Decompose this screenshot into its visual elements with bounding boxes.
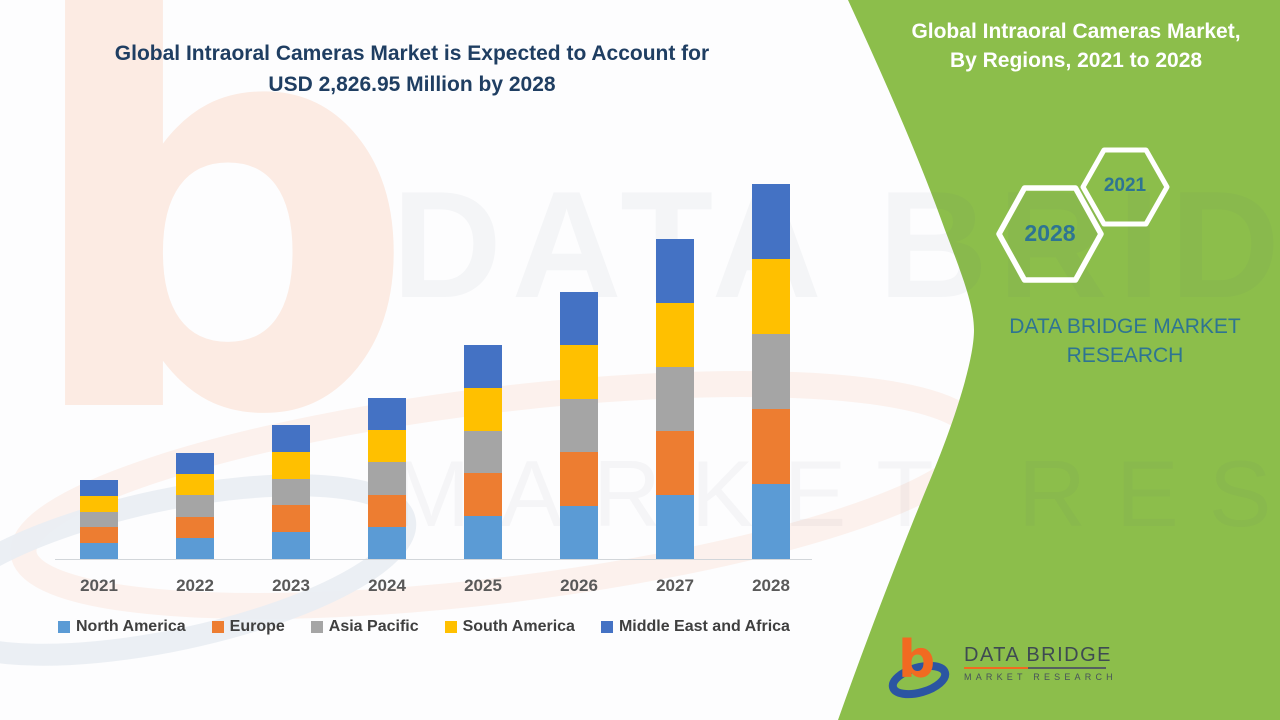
bar-segment-2022-asia-pacific: [176, 495, 214, 517]
legend-item-south-america: South America: [444, 618, 575, 636]
legend-swatch-icon: [211, 621, 224, 633]
bar-segment-2026-europe: [560, 452, 598, 506]
bar-segment-2026-middle-east-and-africa: [560, 292, 598, 346]
bar-segment-2028-europe: [752, 409, 790, 484]
stacked-bar-2028: [752, 184, 790, 559]
bar-segment-2023-europe: [272, 505, 310, 533]
chart-title-line2: USD 2,826.95 Million by 2028: [268, 73, 556, 96]
logo-text-block: DATA BRIDGE MARKET RESEARCH: [964, 645, 1114, 682]
legend-swatch-icon: [58, 621, 70, 633]
bar-segment-2021-north-america: [80, 543, 118, 559]
hexagon-2028: [996, 185, 1104, 283]
data-bridge-logo: b DATA BRIDGE MARKET RESEARCH: [888, 630, 1114, 702]
bar-segment-2021-asia-pacific: [80, 511, 118, 528]
bar-segment-2028-north-america: [752, 484, 790, 559]
hexagon-2021: [1080, 147, 1170, 227]
x-axis-label-2024: 2024: [368, 576, 406, 595]
x-axis-label-2027: 2027: [656, 576, 694, 595]
x-axis-label-2025: 2025: [464, 576, 502, 595]
logo-orange-b: b: [898, 630, 935, 690]
legend-label: Middle East and Africa: [618, 618, 790, 635]
x-axis-line: [55, 559, 812, 560]
bar-segment-2027-europe: [656, 431, 694, 495]
legend-item-middle-east-and-africa: Middle East and Africa: [600, 618, 790, 636]
bar-segment-2028-south-america: [752, 259, 790, 334]
bar-segment-2024-north-america: [368, 526, 406, 559]
panel-heading-line1: Global Intraoral Cameras Market,: [911, 20, 1241, 43]
chart-title: Global Intraoral Cameras Market is Expec…: [62, 38, 762, 100]
bar-segment-2022-europe: [176, 516, 214, 538]
bar-segment-2023-south-america: [272, 451, 310, 479]
legend-label: Europe: [229, 618, 285, 635]
bar-segment-2022-north-america: [176, 537, 214, 559]
legend-label: Asia Pacific: [328, 618, 419, 635]
bar-segment-2026-south-america: [560, 345, 598, 399]
hexagon-2028-label: 2028: [1024, 220, 1076, 246]
chart-legend: North America Europe Asia Pacific South Ame…: [58, 618, 790, 636]
bar-segment-2025-north-america: [464, 516, 502, 559]
bar-segment-2027-asia-pacific: [656, 367, 694, 431]
legend-label: North America: [76, 618, 186, 635]
legend-item-europe: Europe: [211, 618, 285, 636]
brand-tagline-line1: DATA BRIDGE MARKET: [1009, 315, 1241, 338]
bar-segment-2024-europe: [368, 494, 406, 527]
brand-tagline-line2: RESEARCH: [1066, 344, 1184, 367]
bar-segment-2024-asia-pacific: [368, 462, 406, 495]
hexagon-2021-label: 2021: [1103, 175, 1147, 196]
data-bridge-logo-mark: b: [888, 630, 950, 699]
bar-segment-2023-north-america: [272, 532, 310, 559]
bar-segment-2022-middle-east-and-africa: [176, 453, 214, 475]
hexagon-badges: [996, 147, 1170, 283]
stacked-bar-2026: [560, 292, 598, 559]
bar-segment-2025-south-america: [464, 387, 502, 431]
stacked-bar-2022: [176, 453, 214, 559]
green-panel-shape: [838, 0, 1280, 720]
stacked-bar-2024: [368, 398, 406, 559]
bar-segment-2022-south-america: [176, 474, 214, 496]
bar-segment-2027-south-america: [656, 303, 694, 367]
bar-segment-2025-asia-pacific: [464, 430, 502, 474]
panel-heading-line2: By Regions, 2021 to 2028: [949, 49, 1203, 72]
legend-item-north-america: North America: [58, 618, 186, 636]
x-axis-label-2023: 2023: [272, 576, 310, 595]
x-axis-label-2026: 2026: [560, 576, 598, 595]
stacked-bar-2027: [656, 239, 694, 559]
stacked-bar-2023: [272, 425, 310, 559]
bar-segment-2027-north-america: [656, 495, 694, 559]
stacked-bar-2021: [80, 480, 118, 559]
bar-segment-2026-north-america: [560, 505, 598, 559]
bar-segment-2023-middle-east-and-africa: [272, 425, 310, 452]
bar-segment-2023-asia-pacific: [272, 478, 310, 506]
legend-swatch-icon: [600, 621, 613, 633]
brand-tagline: DATA BRIDGE MARKET RESEARCH: [965, 312, 1280, 370]
x-axis-label-2028: 2028: [752, 576, 790, 595]
legend-item-asia-pacific: Asia Pacific: [310, 618, 419, 636]
bar-segment-2028-middle-east-and-africa: [752, 184, 790, 259]
x-axis-label-2022: 2022: [176, 576, 214, 595]
bar-segment-2025-europe: [464, 473, 502, 517]
logo-blue-swoosh: [888, 661, 950, 699]
bar-segment-2024-middle-east-and-africa: [368, 398, 406, 431]
x-axis-label-2021: 2021: [80, 576, 118, 595]
legend-label: South America: [462, 618, 575, 635]
bar-segment-2021-south-america: [80, 495, 118, 512]
chart-title-line1: Global Intraoral Cameras Market is Expec…: [114, 42, 710, 65]
legend-swatch-icon: [444, 621, 457, 633]
bar-segment-2028-asia-pacific: [752, 334, 790, 409]
bar-segment-2021-europe: [80, 527, 118, 544]
bar-segment-2021-middle-east-and-africa: [80, 480, 118, 496]
stacked-bar-2025: [464, 345, 502, 559]
bar-segment-2027-middle-east-and-africa: [656, 239, 694, 303]
bar-chart-plot-area: 2021 2022 2023 2024 2025 2026 2027 2028: [55, 184, 812, 595]
panel-heading: Global Intraoral Cameras Market, By Regi…: [880, 17, 1272, 75]
logo-rule: [964, 667, 1106, 669]
logo-name: DATA BRIDGE: [964, 644, 1113, 666]
legend-swatch-icon: [310, 621, 323, 633]
bar-segment-2025-middle-east-and-africa: [464, 345, 502, 388]
bar-segment-2024-south-america: [368, 430, 406, 463]
bar-segment-2026-asia-pacific: [560, 398, 598, 453]
logo-subtitle: MARKET RESEARCH: [964, 672, 1117, 682]
